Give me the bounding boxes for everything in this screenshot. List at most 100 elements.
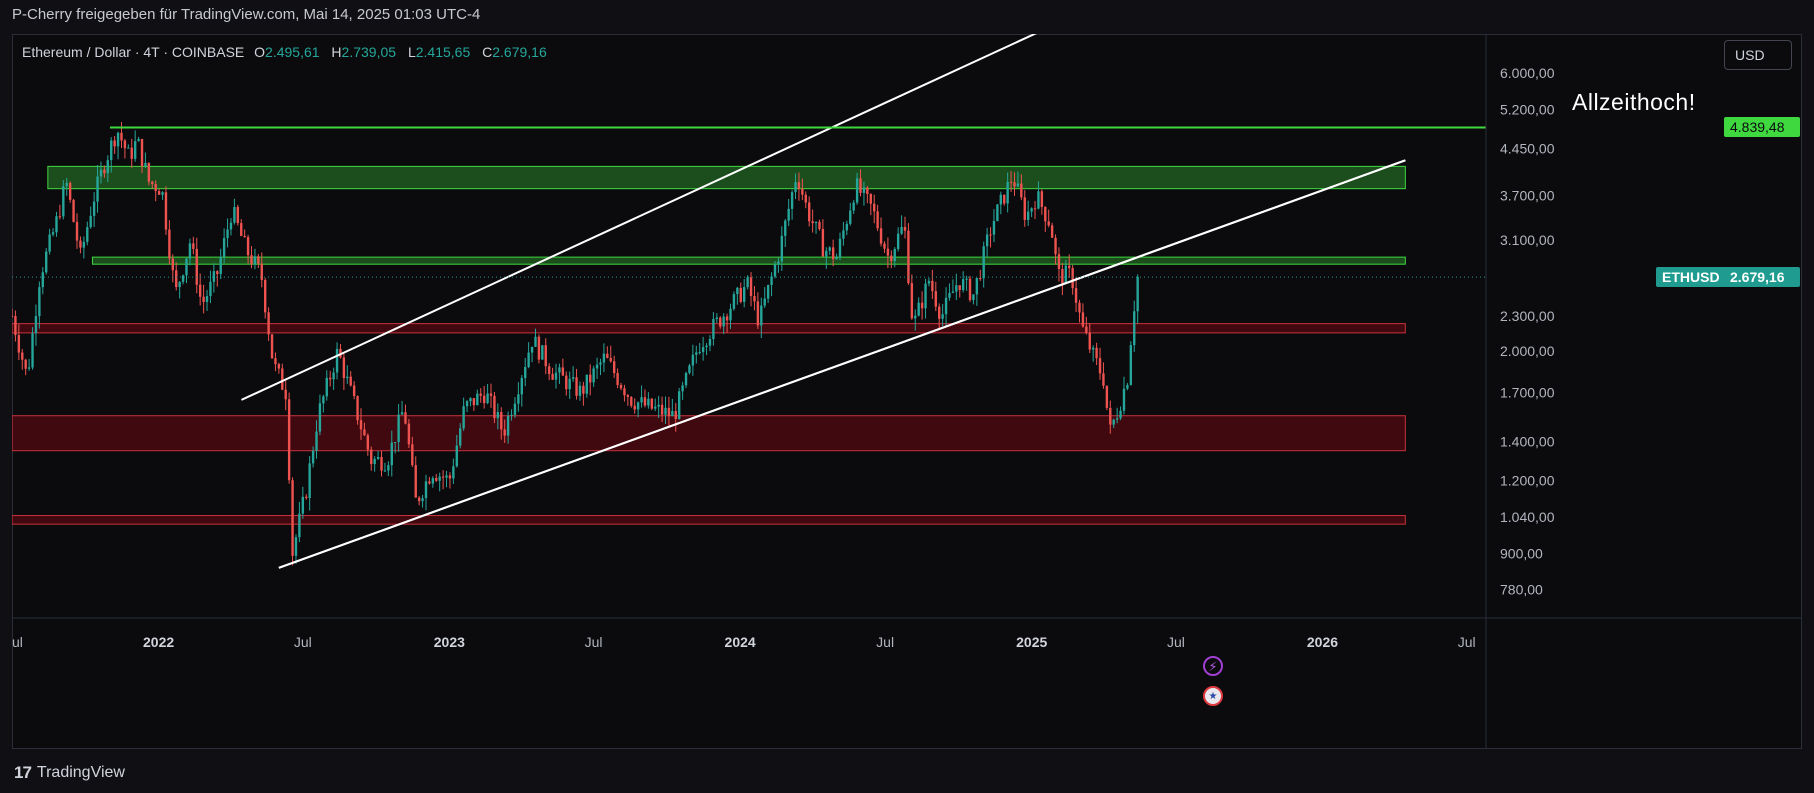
candle xyxy=(770,272,773,297)
candle xyxy=(435,473,438,483)
candle-body xyxy=(547,366,551,375)
currency-button[interactable]: USD xyxy=(1724,40,1792,70)
candle xyxy=(92,192,96,227)
y-tick-label: 2.000,00 xyxy=(1500,343,1555,359)
y-tick-label: 1.200,00 xyxy=(1500,473,1555,489)
y-tick-label: 900,00 xyxy=(1500,545,1543,561)
candle xyxy=(417,496,421,506)
candle xyxy=(315,420,318,459)
candle xyxy=(161,191,164,200)
candle-body xyxy=(260,263,263,280)
candle xyxy=(917,297,920,317)
x-tick-label: 2023 xyxy=(434,634,465,650)
candle xyxy=(534,328,537,347)
candle-body xyxy=(845,223,849,231)
candle xyxy=(202,284,205,314)
candle xyxy=(233,198,236,225)
candle xyxy=(164,186,168,235)
candle-body xyxy=(373,458,376,465)
candle-body xyxy=(103,169,106,174)
candle xyxy=(96,165,99,213)
candle-body xyxy=(1037,191,1040,209)
candle xyxy=(1064,259,1068,284)
candle xyxy=(657,395,660,418)
candle-body xyxy=(24,359,27,369)
y-tick-label: 6.000,00 xyxy=(1500,65,1555,81)
candle xyxy=(157,188,161,195)
candle-body xyxy=(886,248,890,256)
candle xyxy=(650,397,654,411)
candle xyxy=(595,357,599,379)
candle xyxy=(305,494,308,500)
candle xyxy=(198,273,202,306)
candle-body xyxy=(222,238,226,257)
candle xyxy=(1133,300,1136,352)
candle xyxy=(366,433,370,456)
candle xyxy=(1030,207,1033,217)
candle xyxy=(493,392,496,424)
candle xyxy=(75,213,79,249)
candle-body xyxy=(99,169,103,177)
candle xyxy=(175,262,178,291)
chart-frame[interactable] xyxy=(12,34,1802,749)
candle-body xyxy=(582,385,585,394)
candle xyxy=(342,352,346,391)
candle xyxy=(845,220,849,236)
lightning-icon[interactable]: ⚡ xyxy=(1203,656,1223,676)
candle xyxy=(1085,316,1088,335)
symbol-title[interactable]: Ethereum / Dollar · 4T · COINBASE xyxy=(22,44,245,60)
candle-body xyxy=(27,367,31,369)
candle-body xyxy=(376,457,380,459)
candle-body xyxy=(592,368,595,383)
low-label: L xyxy=(407,44,416,60)
candle-body xyxy=(852,202,855,211)
candle-body xyxy=(893,249,896,262)
candle xyxy=(996,204,999,222)
price-chart[interactable]: 6.000,00 5.200,00 4.450,00 3.700,00 3.100,00… xyxy=(12,34,1802,749)
candle-body xyxy=(48,234,51,252)
candle xyxy=(31,327,34,370)
candle-body xyxy=(818,221,821,230)
candle-body xyxy=(739,287,742,302)
candle-body xyxy=(708,339,712,346)
candle xyxy=(948,283,951,301)
y-tick-label: 5.200,00 xyxy=(1500,101,1555,117)
open-value: 2.495,61 xyxy=(265,44,320,60)
candle xyxy=(219,248,222,280)
candle-body xyxy=(219,256,222,275)
candle xyxy=(1126,382,1129,391)
candle-body xyxy=(1115,418,1119,420)
candle xyxy=(243,229,246,238)
candle xyxy=(1068,254,1071,278)
x-tick-label: Jul xyxy=(585,634,603,650)
tradingview-logo[interactable]: 17 TradingView xyxy=(14,763,125,783)
candle-body xyxy=(1061,269,1064,284)
candle xyxy=(274,352,277,372)
candle-body xyxy=(298,513,301,538)
candle-body xyxy=(441,476,445,478)
candle-body xyxy=(896,233,900,250)
candle xyxy=(979,269,982,281)
candle xyxy=(352,381,356,400)
candle-body xyxy=(195,248,198,285)
candle-body xyxy=(188,243,192,259)
candle-body xyxy=(640,397,643,403)
candle-body xyxy=(411,444,414,466)
candle-body xyxy=(1033,208,1037,210)
candle xyxy=(756,292,760,329)
candle-body xyxy=(281,368,284,390)
candle xyxy=(944,287,948,326)
candle xyxy=(431,476,435,488)
candle xyxy=(520,375,523,407)
candle-body xyxy=(72,199,75,222)
candle-body xyxy=(301,496,305,514)
x-tick-label: 2024 xyxy=(725,634,756,650)
candle xyxy=(38,281,41,329)
us-flag-icon[interactable]: ★ xyxy=(1203,686,1223,706)
candle-body xyxy=(123,140,127,149)
candle xyxy=(1109,400,1112,434)
candle-body xyxy=(274,358,277,365)
candle-body xyxy=(633,405,636,410)
candle xyxy=(530,346,534,363)
candle-body xyxy=(380,457,383,471)
